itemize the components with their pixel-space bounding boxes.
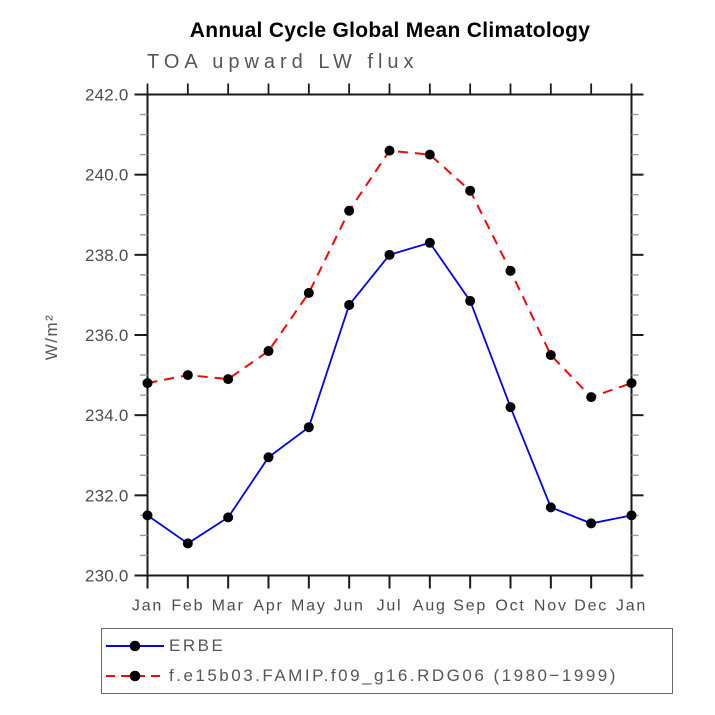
data-point-marker bbox=[384, 249, 395, 260]
data-point-marker bbox=[465, 295, 476, 306]
chart-title: Annual Cycle Global Mean Climatology bbox=[189, 19, 591, 42]
x-tick-label: May bbox=[291, 598, 327, 615]
legend-line-model-icon bbox=[106, 671, 164, 682]
data-point-marker bbox=[182, 538, 193, 549]
x-tick-label: Feb bbox=[171, 598, 204, 615]
legend-row-model: f.e15b03.FAMIP.f09_g16.RDG06 (1980−1999) bbox=[102, 662, 672, 690]
data-point-marker bbox=[142, 510, 153, 521]
data-point-marker bbox=[505, 402, 516, 413]
legend-box: ERBE f.e15b03.FAMIP.f09_g16.RDG06 (1980−… bbox=[101, 628, 673, 694]
x-tick-label: Aug bbox=[413, 598, 447, 615]
data-point-marker bbox=[303, 422, 314, 433]
x-tick-label: Sep bbox=[453, 598, 487, 615]
data-point-marker bbox=[182, 370, 193, 381]
data-point-marker bbox=[303, 287, 314, 298]
series-line-model bbox=[147, 149, 632, 399]
y-tick-label: 230.0 bbox=[85, 567, 129, 586]
data-point-marker bbox=[424, 149, 435, 160]
data-point-marker bbox=[626, 378, 637, 389]
data-point-marker bbox=[586, 392, 597, 403]
y-tick-label: 242.0 bbox=[85, 86, 129, 105]
data-point-marker bbox=[142, 378, 153, 389]
data-point-marker bbox=[263, 346, 274, 357]
y-tick-label: 236.0 bbox=[85, 326, 129, 345]
series-line-erbe bbox=[146, 241, 632, 545]
legend-line-erbe-icon bbox=[106, 640, 164, 651]
data-point-marker bbox=[424, 237, 435, 248]
x-tick-label: Dec bbox=[574, 598, 608, 615]
data-point-marker bbox=[626, 510, 637, 521]
y-tick-label: 232.0 bbox=[85, 486, 129, 505]
data-point-marker bbox=[545, 350, 556, 361]
data-point-marker bbox=[223, 374, 234, 385]
x-tick-label: Jul bbox=[377, 598, 403, 615]
plot-frame bbox=[146, 93, 633, 577]
data-point-marker bbox=[344, 205, 355, 216]
y-tick-label: 238.0 bbox=[85, 246, 129, 265]
data-point-marker bbox=[505, 265, 516, 276]
data-point-marker bbox=[344, 299, 355, 310]
x-tick-label: Mar bbox=[212, 598, 245, 615]
x-tick-label: Jun bbox=[334, 598, 365, 615]
x-tick-label: Jan bbox=[616, 598, 647, 615]
x-tick-label: Nov bbox=[534, 598, 568, 615]
x-tick-label: Jan bbox=[132, 598, 163, 615]
data-point-marker bbox=[545, 502, 556, 513]
legend-label-model: f.e15b03.FAMIP.f09_g16.RDG06 (1980−1999) bbox=[169, 666, 618, 686]
data-point-marker bbox=[384, 145, 395, 156]
data-point-marker bbox=[223, 512, 234, 523]
data-point-marker bbox=[586, 518, 597, 529]
legend-label-erbe: ERBE bbox=[169, 635, 226, 655]
y-tick-label: 240.0 bbox=[85, 166, 129, 185]
x-tick-label: Apr bbox=[253, 598, 283, 615]
data-point-marker bbox=[465, 185, 476, 196]
data-point-marker bbox=[263, 452, 274, 463]
legend-row-erbe: ERBE bbox=[102, 632, 672, 660]
y-tick-label: 234.0 bbox=[85, 406, 129, 425]
x-tick-label: Oct bbox=[495, 598, 525, 615]
chart-subtitle: TOA upward LW flux bbox=[147, 51, 419, 73]
